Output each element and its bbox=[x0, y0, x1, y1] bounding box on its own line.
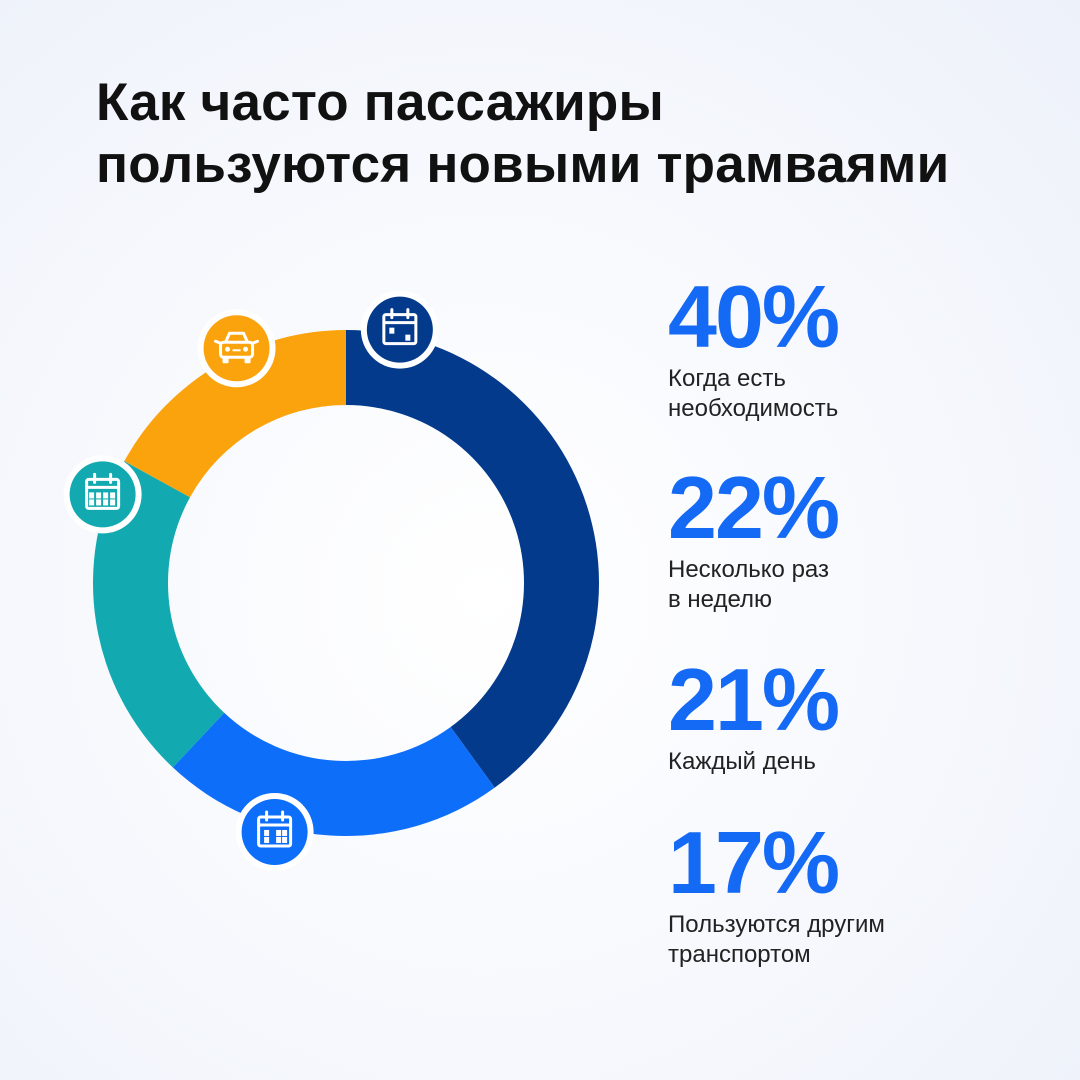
stat-label-line-2: транспортом bbox=[668, 941, 811, 968]
stat-value: 40% bbox=[668, 267, 840, 366]
donut-slice-3 bbox=[93, 461, 225, 768]
donut-slice-4 bbox=[124, 330, 347, 498]
stat-label-line-1: Пользуются другим bbox=[668, 911, 885, 938]
stat-value: 21% bbox=[668, 650, 840, 749]
donut-slices bbox=[93, 330, 600, 836]
donut-icon-badges bbox=[63, 290, 439, 871]
stat-block-3: 21% Каждый день bbox=[668, 650, 840, 777]
stat-value: 17% bbox=[668, 813, 840, 912]
stat-block-2: 22% Несколько раз в неделю bbox=[668, 458, 840, 615]
chart-title: Как часто пассажиры пользуются новыми тр… bbox=[96, 72, 1046, 196]
stat-label-line-2: необходимость bbox=[668, 395, 839, 422]
stat-block-4: 17% Пользуются другим транспортом bbox=[668, 818, 885, 970]
stat-label: Пользуются другим транспортом bbox=[668, 910, 885, 970]
chart-title-line-1: Как часто пассажиры bbox=[96, 73, 664, 132]
car-icon bbox=[197, 309, 276, 388]
stat-label-line-1: Каждый день bbox=[668, 748, 816, 775]
stat-label-line-1: Когда есть bbox=[668, 365, 786, 392]
stat-label: Каждый день bbox=[668, 747, 838, 777]
calendar-few-days-icon bbox=[235, 792, 314, 871]
stat-label-line-1: Несколько раз bbox=[668, 556, 829, 583]
calendar-weekly-icon bbox=[360, 290, 439, 369]
stat-label-line-2: в неделю bbox=[668, 586, 773, 613]
stat-label: Когда есть необходимость bbox=[668, 364, 838, 424]
donut-slice-1 bbox=[346, 330, 600, 788]
stat-value: 22% bbox=[668, 458, 840, 557]
chart-title-line-2: пользуются новыми трамваями bbox=[96, 135, 950, 194]
donut-slice-2 bbox=[172, 712, 495, 836]
stat-label: Несколько раз в неделю bbox=[668, 555, 838, 615]
calendar-daily-icon bbox=[63, 455, 142, 534]
stat-block-1: 40% Когда есть необходимость bbox=[668, 267, 840, 424]
